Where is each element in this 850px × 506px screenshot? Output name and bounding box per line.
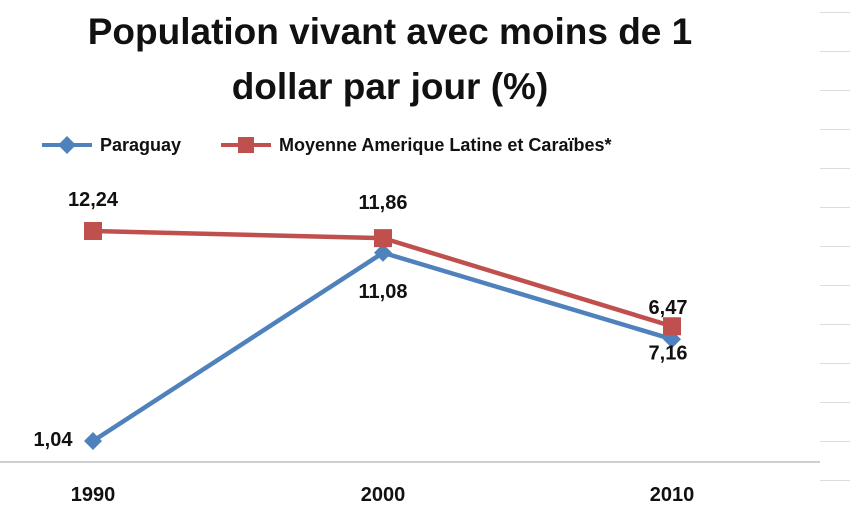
data-label-paraguay-2010: 6,47 [649,297,688,319]
legend-label-paraguay: Paraguay [100,134,182,155]
data-label-amerique-latine-1990: 12,24 [68,189,119,211]
chart-title-line-1: Population vivant avec moins de 1 [87,11,693,52]
chart-title-line-2: dollar par jour (%) [231,66,549,107]
x-tick-label-2010: 2010 [650,484,695,506]
x-tick-label-1990: 1990 [71,484,116,506]
chart-title: Population vivant avec moins de 1 dollar… [0,4,780,114]
x-tick-label-2000: 2000 [361,484,406,506]
legend-item-amerique-latine: Moyenne Amerique Latine et Caraïbes* [219,134,611,156]
data-point-paraguay-1990 [84,432,102,450]
data-point-amerique-latine-2000 [374,229,392,248]
data-point-amerique-latine-1990 [84,222,102,240]
legend-label-amerique-latine: Moyenne Amerique Latine et Caraïbes* [279,134,612,155]
data-point-amerique-latine-2010 [663,317,681,336]
data-point-paraguay-2000 [374,243,392,262]
chart-legend: Paraguay Moyenne Amerique Latine et Cara… [40,130,649,160]
chart-panel: Population vivant avec moins de 1 dollar… [0,4,780,160]
legend-square-marker-icon [221,137,272,153]
legend-diamond-marker-icon [42,136,92,154]
data-label-paraguay-2000: 11,08 [359,281,408,303]
legend-item-paraguay: Paraguay [40,134,181,156]
data-label-amerique-latine-2010: 7,16 [649,342,688,364]
data-label-paraguay-1990: 1,04 [34,429,74,451]
data-label-amerique-latine-2000: 11,86 [359,192,408,214]
